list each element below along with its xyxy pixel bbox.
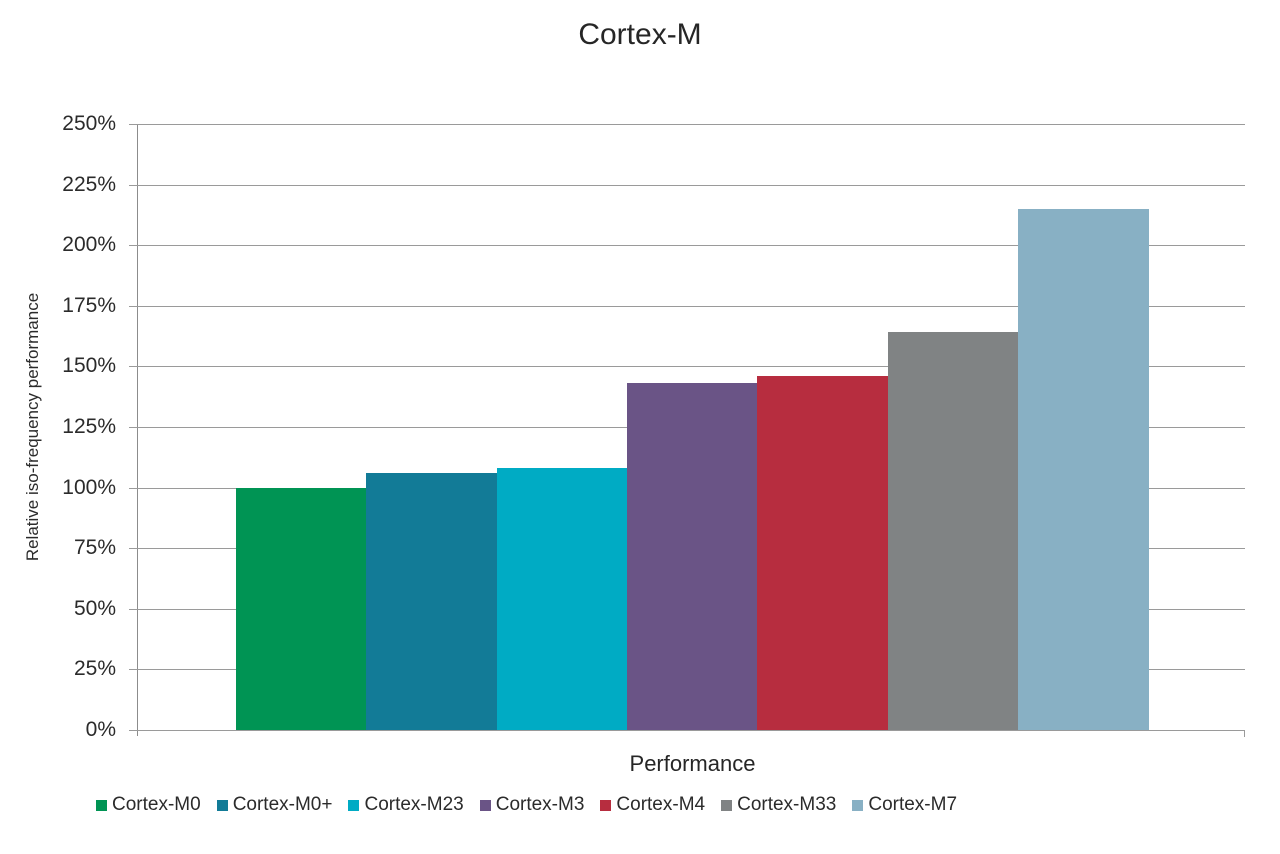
legend-item: Cortex-M23 [348,794,464,816]
y-tick-label: 25% [73,657,116,681]
y-tick-label: 225% [62,172,116,196]
chart-title: Cortex-M [578,18,702,51]
x-axis-end-tick [1244,730,1245,737]
legend-label: Cortex-M0 [112,794,201,815]
gridline [129,366,1245,368]
gridline [129,305,1245,307]
y-tick-label: 100% [62,475,116,499]
legend-label: Cortex-M3 [495,794,585,815]
legend-label: Cortex-M7 [868,794,958,815]
y-tick-label: 75% [73,536,116,560]
y-tick-label: 150% [62,354,116,378]
legend-label: Cortex-M33 [737,794,837,815]
gridline [129,124,1245,125]
legend-swatch-icon [479,799,491,811]
legend-item: Cortex-M7 [852,794,957,816]
legend-label: Cortex-M0+ [232,794,333,815]
y-tick-label: 200% [62,233,116,257]
legend: Cortex-M0 Cortex-M0+ Cortex-M23 Cortex-M3 Co… [96,794,973,816]
bar-cortex-m4 [757,376,889,730]
legend-swatch-icon [216,799,228,811]
y-tick-label: 250% [62,112,116,135]
legend-item: Cortex-M0+ [216,794,333,816]
bar-cortex-m0 [236,487,367,730]
legend-item: Cortex-M0 [96,794,201,816]
bar-cortex-m23 [496,468,628,730]
legend-item: Cortex-M3 [479,794,585,816]
gridline [129,184,1245,186]
legend-swatch-icon [721,799,733,811]
gridline [129,730,1245,731]
bar-cortex-m3 [626,383,758,730]
legend-swatch-icon [348,799,360,811]
bar-cortex-m0-plus [366,473,498,730]
legend-item: Cortex-M33 [721,794,836,816]
y-axis-line [137,124,138,736]
x-axis-label: Performance [629,751,756,776]
legend-swatch-icon [600,799,612,811]
legend-label: Cortex-M4 [616,794,706,815]
y-tick-label: 125% [62,415,116,438]
legend-swatch-icon [852,799,864,811]
legend-label: Cortex-M23 [364,794,464,815]
legend-item: Cortex-M4 [600,794,705,816]
legend-swatch-icon [96,799,107,811]
bar-cortex-m33 [887,332,1019,730]
bar-cortex-m7 [1017,208,1149,730]
y-tick-label: 175% [62,293,116,317]
y-tick-label: 50% [73,596,116,620]
gridline [129,245,1245,247]
y-tick-label: 0% [85,718,116,741]
plot-area [129,124,1245,737]
